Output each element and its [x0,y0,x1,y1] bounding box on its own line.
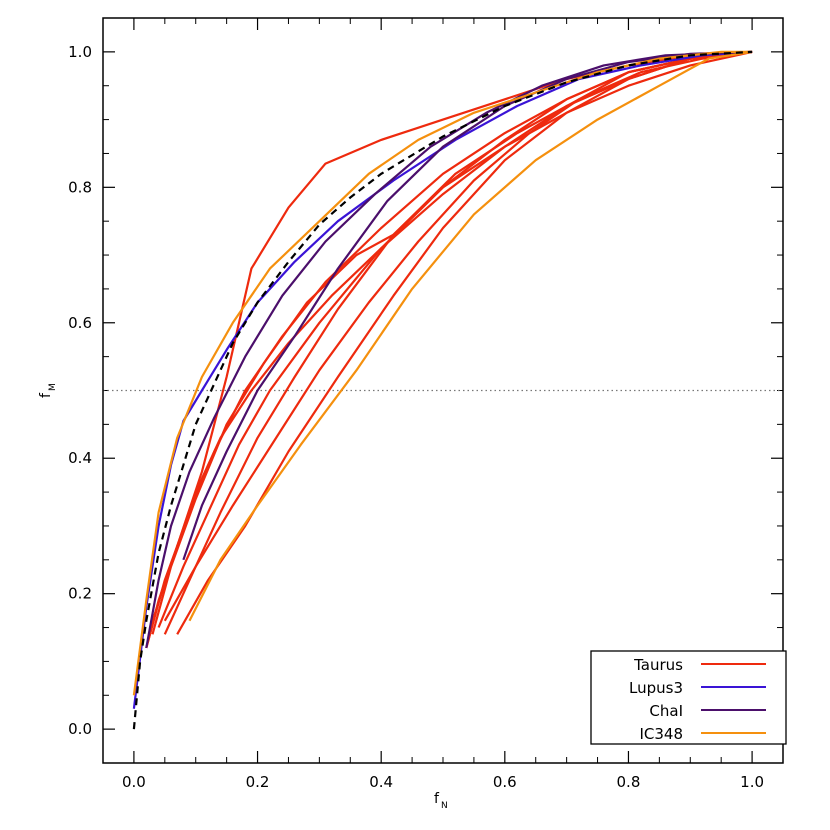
legend-entry-chai: ChaI [649,702,766,720]
series-line-ic348-12 [188,50,753,622]
y-tick-label: 0.2 [68,585,92,603]
model-curve-dashed [132,50,753,730]
legend: Taurus Lupus3 ChaI IC348 [590,650,787,745]
legend-label-taurus: Taurus [633,656,683,674]
x-tick-label: 0.0 [122,773,146,791]
series-group [132,50,753,709]
x-tick-label: 0.2 [246,773,270,791]
series-line-chai-9 [145,50,753,649]
x-axis-label-sub: N [441,801,448,811]
series-line-taurus-0 [151,50,753,622]
series-line-taurus-7 [163,50,753,622]
legend-entry-lupus3: Lupus3 [629,679,766,697]
series-line-lupus3-8 [132,50,753,709]
model-curve-group [132,50,753,730]
legend-label-ic348: IC348 [639,725,683,743]
legend-label-chai: ChaI [649,702,683,720]
y-tick-label: 1.0 [68,43,92,61]
y-axis-label-main: f [38,392,54,398]
x-tick-label: 0.6 [493,773,517,791]
series-line-ic348-11 [132,50,753,696]
series-line-taurus-6 [145,50,753,649]
x-axis-label-main: f [434,791,440,807]
y-tick-label: 0.6 [68,314,92,332]
legend-entry-ic348: IC348 [639,725,766,743]
tick-labels: 0.0 0.2 0.4 0.6 0.8 1.0 0.0 0.2 0.4 0.6 0.8 1.0 [68,43,764,791]
plot-frame [102,17,784,764]
legend-box [590,650,787,745]
x-tick-label: 0.4 [369,773,393,791]
series-line-taurus-3 [176,50,753,635]
legend-label-lupus3: Lupus3 [629,679,683,697]
y-tick-label: 0.8 [68,178,92,196]
y-axis-label: f M [38,383,58,398]
y-axis-label-sub: M [48,383,58,391]
x-axis-label: f N [434,791,448,811]
y-tick-label: 0.4 [68,449,92,467]
legend-entry-taurus: Taurus [633,656,766,674]
y-tick-label: 0.0 [68,720,92,738]
x-tick-label: 0.8 [617,773,641,791]
x-tick-label: 1.0 [740,773,764,791]
series-line-chai-10 [182,50,753,561]
